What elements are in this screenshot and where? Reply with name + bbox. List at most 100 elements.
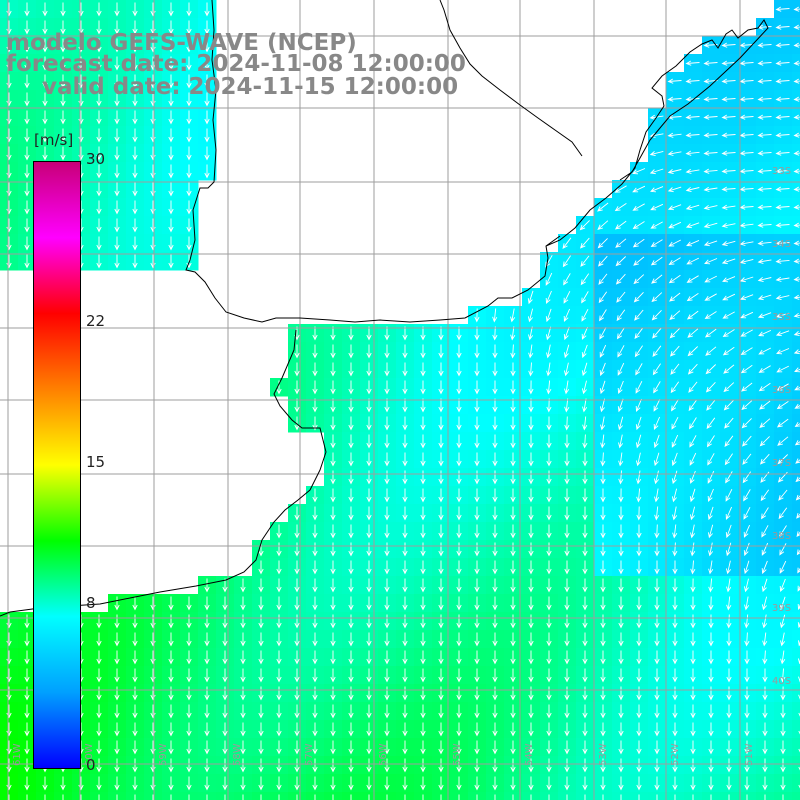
wind-arrow xyxy=(60,20,66,35)
wind-arrow xyxy=(474,578,480,593)
wind-arrow xyxy=(60,2,66,17)
wind-arrow xyxy=(563,308,571,322)
wind-arrow xyxy=(546,398,552,413)
wind-arrow xyxy=(240,632,246,647)
wind-arrow xyxy=(724,435,734,448)
wind-arrow xyxy=(636,758,642,773)
wind-arrow xyxy=(528,434,534,449)
wind-arrow xyxy=(330,398,336,413)
wind-arrow xyxy=(744,668,750,683)
wind-arrow xyxy=(186,650,192,665)
wind-arrow xyxy=(614,203,627,212)
wind-arrow xyxy=(276,632,282,647)
wind-arrow xyxy=(546,704,552,719)
wind-cell xyxy=(792,486,800,505)
wind-arrow xyxy=(348,362,354,377)
wind-arrow xyxy=(294,362,300,377)
wind-arrow xyxy=(312,542,318,557)
wind-arrow xyxy=(775,60,790,66)
wind-arrow xyxy=(222,776,228,791)
wind-arrow xyxy=(492,488,498,503)
wind-arrow xyxy=(793,24,800,30)
wind-arrow xyxy=(798,712,800,717)
wind-arrow xyxy=(636,704,642,719)
wind-arrow xyxy=(42,56,48,71)
wind-arrow xyxy=(672,722,678,737)
wind-arrow xyxy=(564,704,570,719)
wind-arrow xyxy=(438,488,444,503)
wind-arrow xyxy=(366,740,372,755)
wind-arrow xyxy=(474,650,480,665)
wind-arrow xyxy=(492,308,498,323)
wind-arrow xyxy=(330,344,336,359)
wind-arrow xyxy=(721,222,736,228)
wind-arrow xyxy=(690,668,696,683)
wind-arrow xyxy=(600,776,606,791)
wind-arrow xyxy=(563,362,570,377)
wind-arrow xyxy=(703,114,718,120)
wind-arrow xyxy=(708,758,714,773)
wind-arrow xyxy=(795,458,800,464)
wind-arrow xyxy=(24,740,30,755)
wind-arrow xyxy=(581,362,588,377)
wind-arrow xyxy=(706,399,716,411)
wind-arrow xyxy=(775,78,790,84)
wind-arrow xyxy=(582,452,588,467)
wind-arrow xyxy=(348,416,354,431)
wind-arrow xyxy=(348,506,354,521)
wind-arrow xyxy=(796,531,800,538)
wind-arrow xyxy=(24,254,30,269)
wind-arrow xyxy=(96,20,102,35)
wind-arrow xyxy=(24,704,30,719)
wind-arrow xyxy=(672,578,678,593)
longitude-label: 53W xyxy=(598,743,609,766)
wind-arrow xyxy=(186,38,192,53)
wind-arrow xyxy=(582,758,588,773)
wind-arrow xyxy=(510,758,516,773)
wind-arrow xyxy=(438,596,444,611)
wind-arrow xyxy=(24,668,30,683)
wind-arrow xyxy=(667,204,682,211)
wind-arrow xyxy=(402,758,408,773)
wind-arrow xyxy=(96,2,102,17)
wind-arrow xyxy=(722,311,735,319)
wind-arrow xyxy=(564,632,570,647)
wind-arrow xyxy=(60,74,66,89)
wind-arrow xyxy=(24,632,30,647)
wind-arrow xyxy=(384,452,390,467)
wind-arrow xyxy=(672,776,678,791)
wind-arrow xyxy=(258,686,264,701)
wind-arrow xyxy=(598,255,608,267)
wind-arrow xyxy=(312,524,318,539)
wind-arrow xyxy=(723,382,735,393)
wind-arrow xyxy=(458,794,460,800)
wind-arrow xyxy=(618,668,624,683)
wind-arrow xyxy=(546,668,552,683)
wind-arrow xyxy=(474,668,480,683)
wind-arrow xyxy=(420,452,426,467)
wind-arrow xyxy=(330,362,336,377)
wind-arrow xyxy=(528,596,534,611)
wind-arrow xyxy=(168,164,174,179)
wind-arrow xyxy=(546,524,552,539)
wind-arrow xyxy=(168,110,174,125)
wind-arrow xyxy=(775,294,790,301)
wind-arrow xyxy=(703,222,718,229)
wind-arrow xyxy=(672,686,678,701)
wind-arrow xyxy=(580,273,590,286)
wind-arrow xyxy=(348,560,354,575)
wind-arrow xyxy=(96,74,102,89)
wind-arrow xyxy=(240,722,246,737)
wind-arrow xyxy=(689,506,696,521)
wind-arrow xyxy=(492,686,498,701)
wind-arrow xyxy=(670,363,680,375)
wind-arrow xyxy=(617,416,624,431)
wind-arrow xyxy=(780,740,786,755)
wind-arrow xyxy=(775,150,790,156)
wind-arrow xyxy=(366,398,372,413)
wind-arrow xyxy=(96,668,102,683)
wind-arrow xyxy=(384,758,390,773)
wind-arrow xyxy=(312,704,318,719)
wind-arrow xyxy=(492,380,498,395)
wind-cell xyxy=(792,468,800,487)
